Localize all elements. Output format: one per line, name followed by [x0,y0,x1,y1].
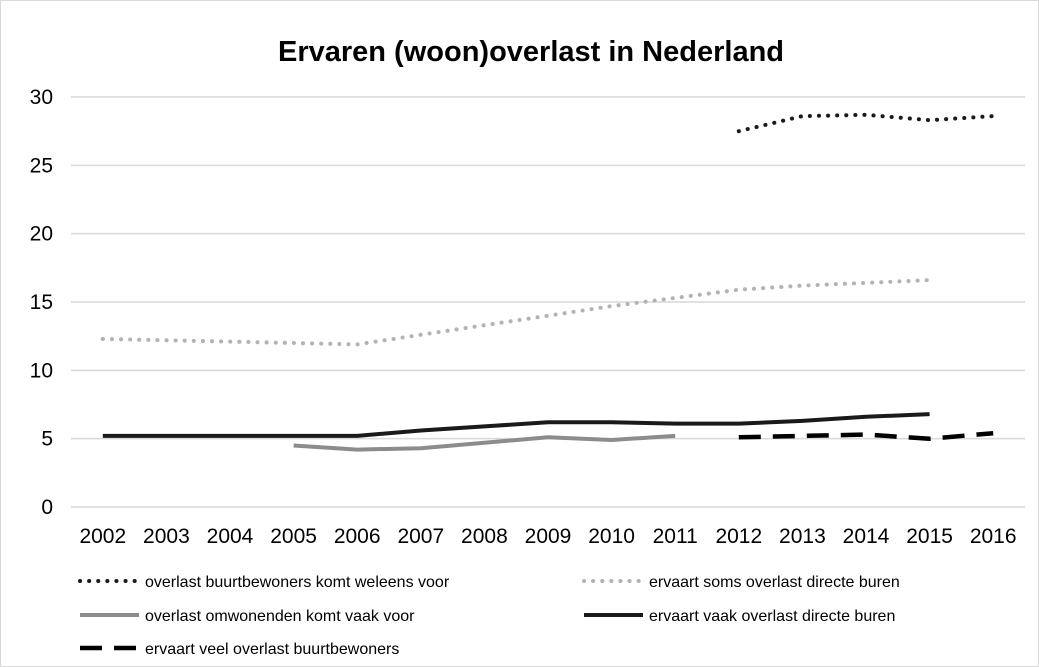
series-line-4 [102,412,930,438]
y-tick-label: 5 [41,428,53,451]
legend: overlast buurtbewoners komt weleens voor… [78,574,900,658]
legend-label-2: ervaart soms overlast directe buren [649,574,900,591]
y-tick-label: 0 [41,496,53,519]
x-tick-label: 2013 [779,525,826,548]
y-axis-ticks: 0 5 10 15 20 25 30 [30,86,53,519]
series-line-1 [736,112,996,134]
chart-title: Ervaren (woon)overlast in Nederland [278,36,784,68]
series-line-2 [100,278,932,347]
gridlines [71,96,1025,508]
x-tick-label: 2010 [588,525,635,548]
y-tick-label: 10 [30,359,53,382]
x-tick-label: 2009 [525,525,572,548]
x-tick-label: 2011 [653,525,698,548]
x-tick-label: 2008 [461,525,508,548]
x-tick-label: 2006 [334,525,381,548]
legend-label-5: ervaart veel overlast buurtbewoners [145,641,399,658]
y-tick-label: 15 [30,291,53,314]
x-tick-label: 2004 [207,525,254,548]
x-tick-label: 2012 [715,525,762,548]
y-tick-label: 20 [30,223,53,246]
series-line-5 [738,430,994,441]
x-tick-label: 2002 [79,525,126,548]
series-lines [100,112,996,452]
y-tick-label: 25 [30,154,53,177]
series-line-3 [293,433,676,452]
x-tick-label: 2015 [906,525,953,548]
x-axis-ticks: 2002 2003 2004 2005 2006 2007 2008 2009 2010 2011… [79,525,1016,548]
y-tick-label: 30 [30,86,53,109]
x-tick-label: 2005 [270,525,317,548]
legend-label-4: ervaart vaak overlast directe buren [649,608,895,625]
legend-label-3: overlast omwonenden komt vaak voor [145,608,415,625]
x-tick-label: 2003 [143,525,190,548]
x-tick-label: 2007 [397,525,444,548]
x-tick-label: 2016 [970,525,1017,548]
legend-label-1: overlast buurtbewoners komt weleens voor [145,574,450,591]
x-tick-label: 2014 [843,525,890,548]
